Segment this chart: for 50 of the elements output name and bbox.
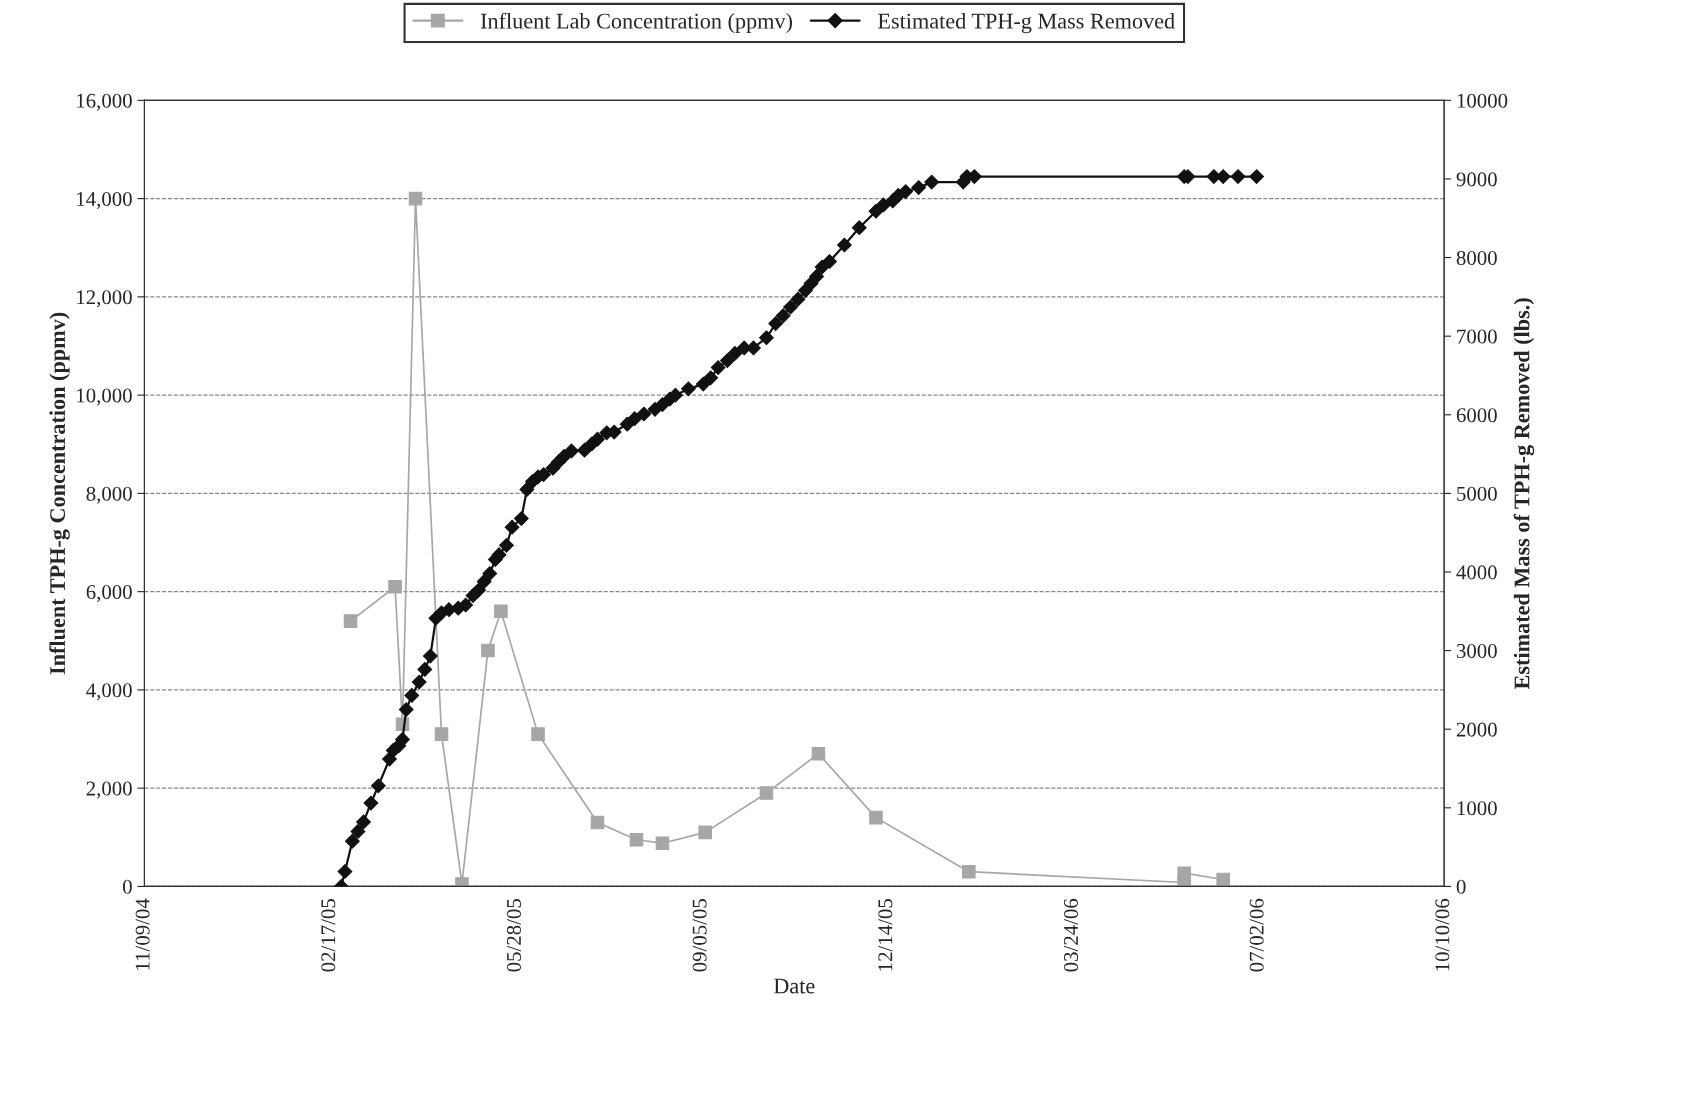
x-tick-label: 09/05/05 <box>692 899 707 972</box>
y2-tick-label: 9000 <box>1456 172 1497 187</box>
point <box>388 579 402 594</box>
y-tick-label: 8,000 <box>86 486 132 504</box>
y2-tick-label: 8000 <box>1456 250 1497 265</box>
x-tick-label: 12/14/05 <box>878 899 893 971</box>
point <box>698 825 712 840</box>
point <box>655 836 670 850</box>
x-tick-label: 02/17/05 <box>321 899 336 972</box>
point <box>869 810 883 825</box>
y2-tick-label: 3000 <box>1456 643 1497 659</box>
y-tick-label: 12,000 <box>77 290 132 308</box>
y2-tick-label: 7000 <box>1457 329 1497 344</box>
point <box>434 727 449 741</box>
point <box>1216 872 1230 887</box>
y-tick-label: 0 <box>122 879 132 894</box>
point <box>531 727 545 741</box>
y-tick-label: 6,000 <box>86 585 132 603</box>
x-tick-label: 05/28/05 <box>506 899 521 972</box>
y2-tick-label: 2000 <box>1456 722 1497 737</box>
point <box>481 643 495 658</box>
y2-tick-label: 4000 <box>1456 565 1497 580</box>
y2-axis-title: Estimated Mass of TPH-g Removed (lbs.) <box>1513 298 1535 690</box>
y-tick-label: 10,000 <box>77 388 132 406</box>
point <box>962 864 976 879</box>
y2-tick-label: 6000 <box>1456 408 1497 423</box>
point <box>343 614 358 628</box>
y2-tick-label: 5000 <box>1457 486 1497 501</box>
y-tick-label: 14,000 <box>77 191 132 210</box>
x-tick-label: 11/09/04 <box>135 898 150 970</box>
point <box>629 832 644 847</box>
x-tick-label: 07/02/06 <box>1249 898 1264 972</box>
y-tick-label: 2,000 <box>86 781 132 799</box>
x-tick-label: 03/24/06 <box>1063 898 1079 972</box>
y2-tick-label: 1000 <box>1457 801 1497 816</box>
legend-label: Influent Lab Concentration (ppmv) <box>480 12 792 34</box>
y-axis-title: Influent TPH-g Concentration (ppmv) <box>49 312 70 675</box>
point <box>590 815 605 830</box>
point <box>1177 866 1191 880</box>
x-tick-label: 10/10/06 <box>1435 898 1450 971</box>
point <box>759 786 774 800</box>
y-tick-label: 4,000 <box>86 683 132 701</box>
point <box>408 191 423 206</box>
x-axis-title: Date <box>773 978 815 994</box>
point <box>811 747 826 761</box>
y2-tick-label: 10000 <box>1457 93 1508 108</box>
y2-tick-label: 0 <box>1456 879 1466 894</box>
y-tick-label: 16,000 <box>77 93 132 111</box>
legend-label: Estimated TPH-g Mass Removed <box>878 12 1175 34</box>
point <box>494 604 508 619</box>
